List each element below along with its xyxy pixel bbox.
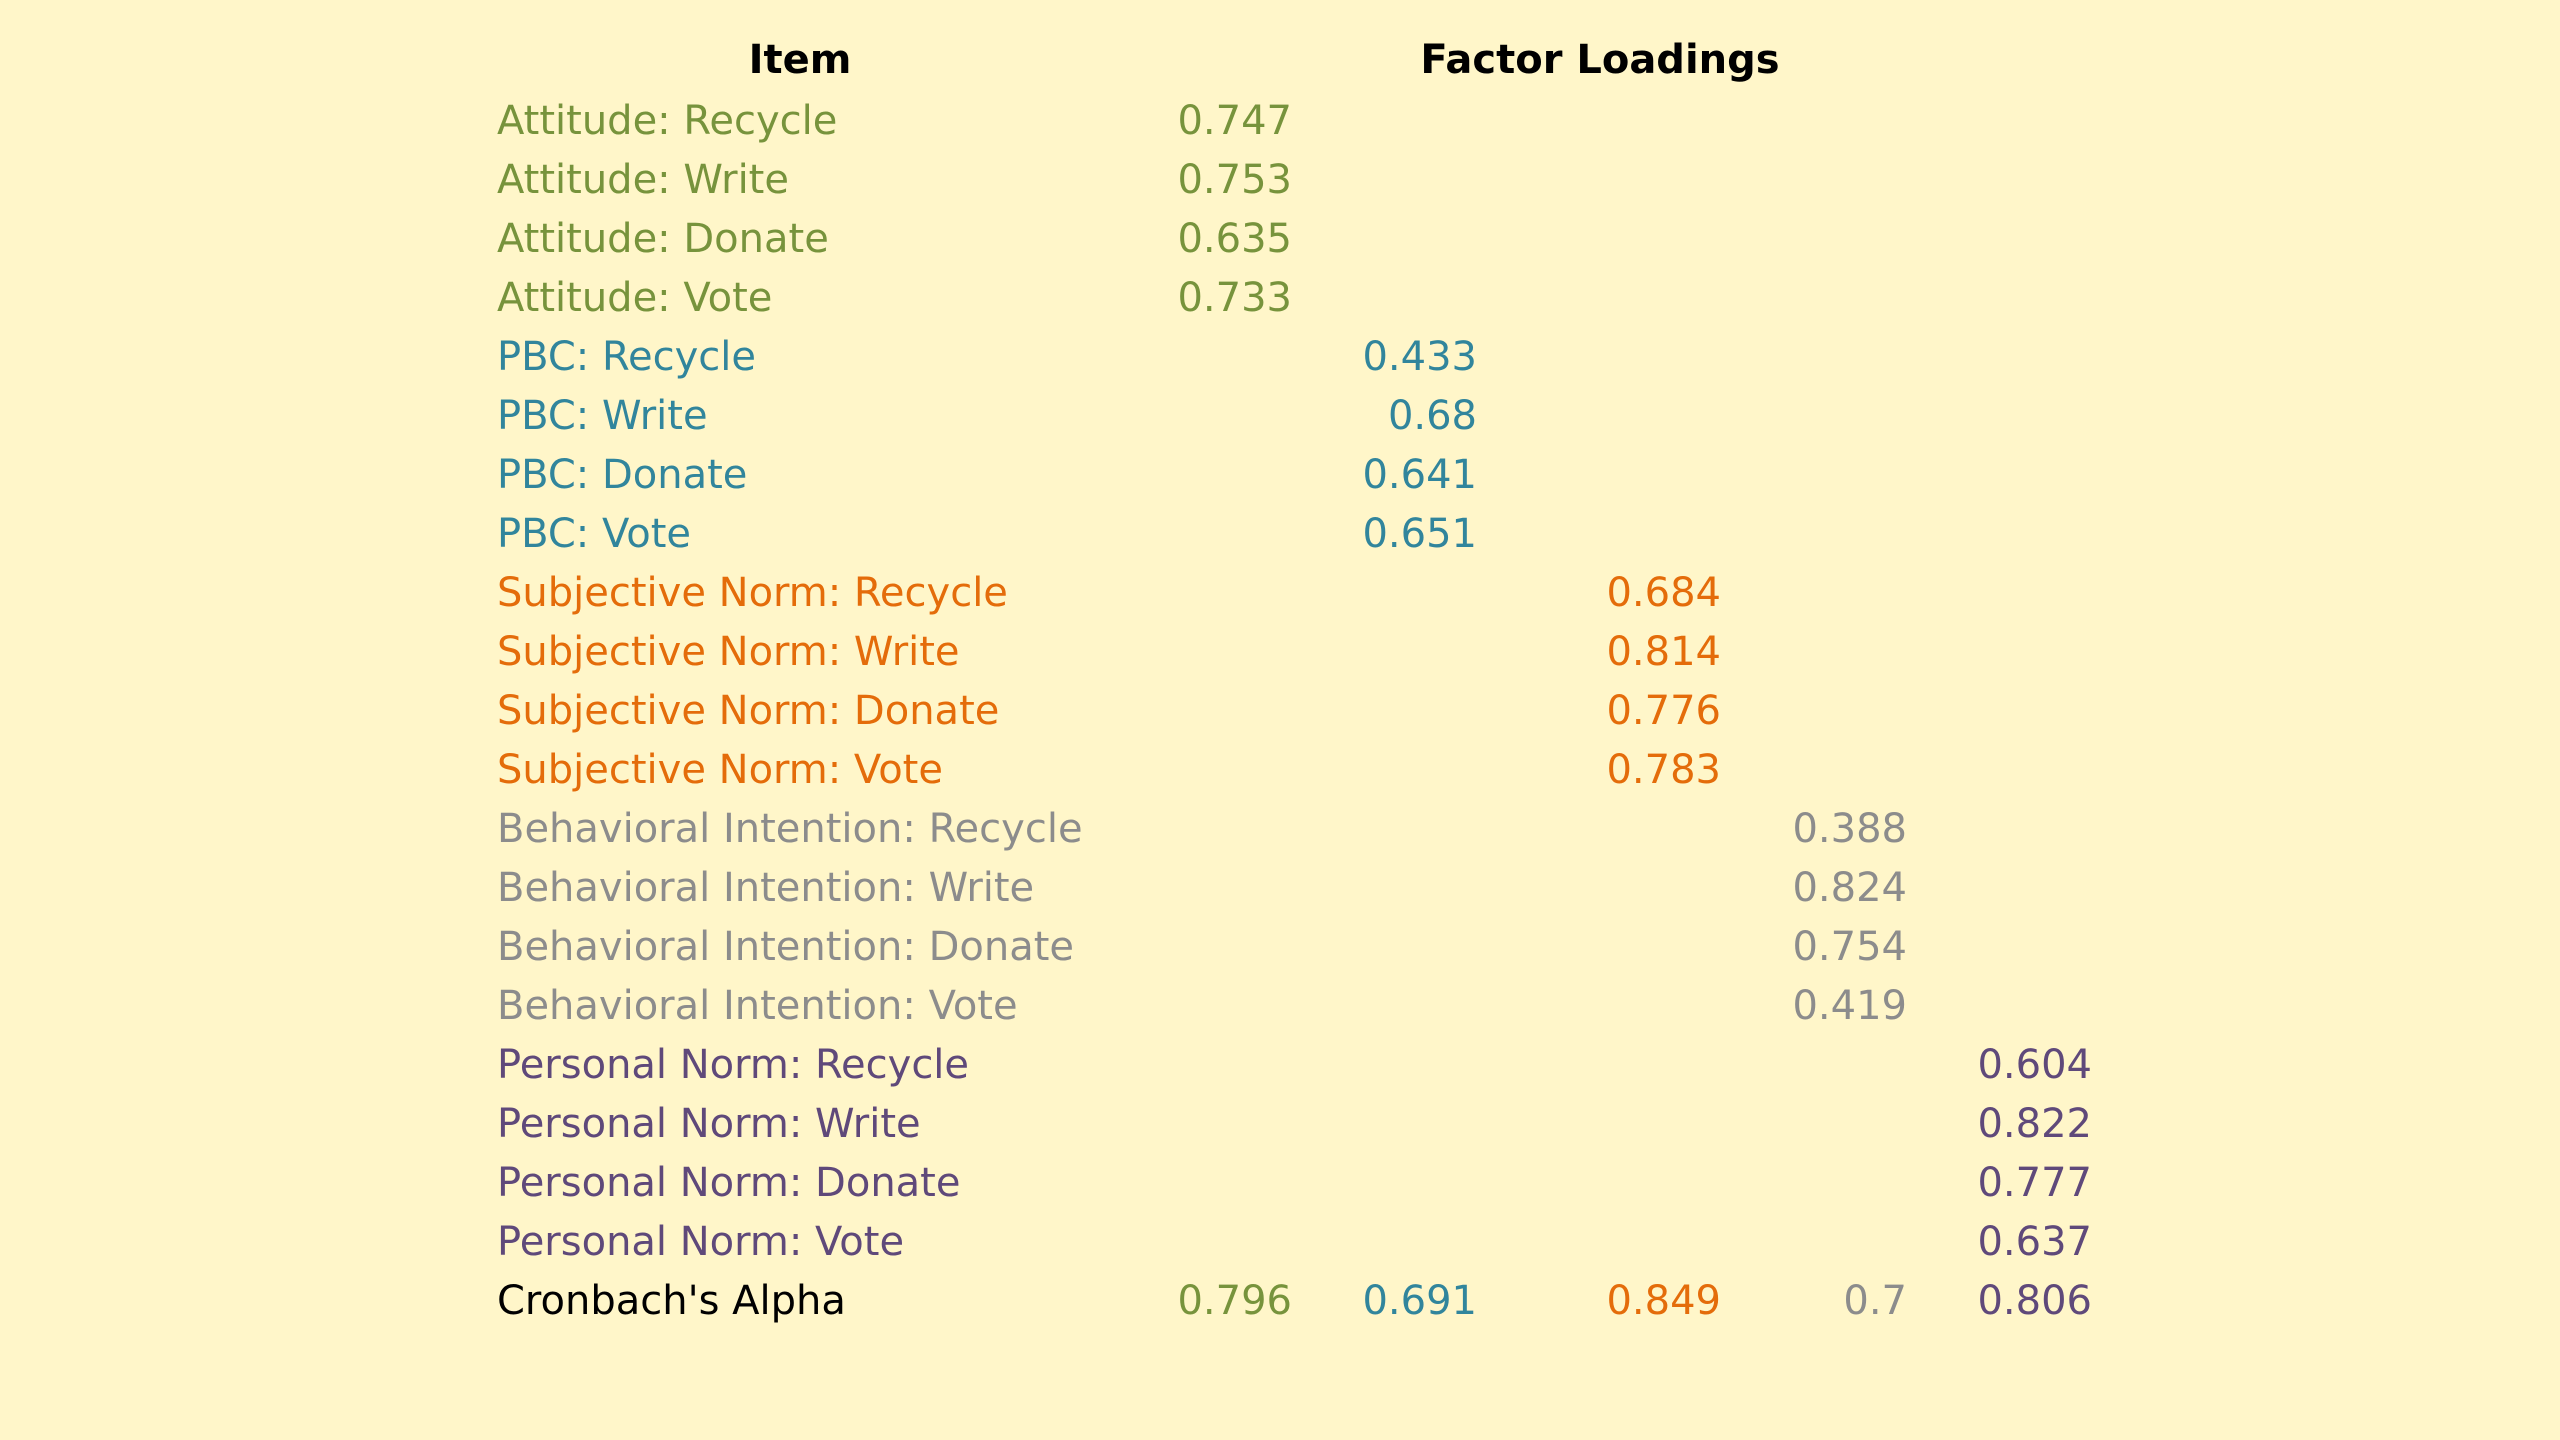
table-row: Behavioral Intention: Vote 0.419 [0,977,2560,1036]
table-row: PBC: Recycle 0.433 [0,328,2560,387]
item-label: Attitude: Vote [497,275,773,321]
alpha-pbc: 0.691 [1362,1278,1477,1324]
loading-pbc: 0.641 [1362,452,1477,498]
alpha-behavioral-intention: 0.7 [1843,1278,1907,1324]
table-row: Personal Norm: Vote 0.637 [0,1213,2560,1272]
loading-behavioral-intention: 0.388 [1792,806,1907,852]
loading-subjective-norm: 0.814 [1606,629,1721,675]
table-row: Behavioral Intention: Recycle 0.388 [0,800,2560,859]
table-row: Subjective Norm: Write 0.814 [0,623,2560,682]
item-label: Attitude: Donate [497,216,829,262]
item-label: Personal Norm: Vote [497,1219,905,1265]
alpha-row: Cronbach's Alpha 0.796 0.691 0.849 0.7 0… [0,1272,2560,1331]
alpha-personal-norm: 0.806 [1977,1278,2092,1324]
table-row: Personal Norm: Recycle 0.604 [0,1036,2560,1095]
item-label: Personal Norm: Donate [497,1160,961,1206]
item-label: PBC: Write [497,393,708,439]
item-label: Subjective Norm: Recycle [497,570,1008,616]
item-label: Attitude: Recycle [497,98,838,144]
loading-subjective-norm: 0.684 [1606,570,1721,616]
item-label: PBC: Donate [497,452,748,498]
table-row: Behavioral Intention: Donate 0.754 [0,918,2560,977]
item-label: Subjective Norm: Donate [497,688,1000,734]
alpha-attitude: 0.796 [1177,1278,1292,1324]
item-label: Attitude: Write [497,157,789,203]
loading-pbc: 0.433 [1362,334,1477,380]
item-label: PBC: Vote [497,511,692,557]
loading-behavioral-intention: 0.824 [1792,865,1907,911]
item-label: Behavioral Intention: Recycle [497,806,1083,852]
loading-pbc: 0.68 [1387,393,1477,439]
loading-behavioral-intention: 0.419 [1792,983,1907,1029]
table-row: PBC: Write 0.68 [0,387,2560,446]
table-row: PBC: Donate 0.641 [0,446,2560,505]
loading-personal-norm: 0.604 [1977,1042,2092,1088]
table-row: Attitude: Vote 0.733 [0,269,2560,328]
item-label: PBC: Recycle [497,334,756,380]
item-label: Behavioral Intention: Vote [497,983,1018,1029]
item-label: Subjective Norm: Vote [497,747,943,793]
alpha-label: Cronbach's Alpha [497,1278,846,1324]
loading-personal-norm: 0.777 [1977,1160,2092,1206]
table-row: Attitude: Donate 0.635 [0,210,2560,269]
item-label: Behavioral Intention: Donate [497,924,1074,970]
item-label: Personal Norm: Recycle [497,1042,970,1088]
item-label: Subjective Norm: Write [497,629,960,675]
table-row: Behavioral Intention: Write 0.824 [0,859,2560,918]
item-label: Behavioral Intention: Write [497,865,1035,911]
loading-pbc: 0.651 [1362,511,1477,557]
item-column-header: Item [748,37,852,83]
loading-attitude: 0.747 [1177,98,1292,144]
loading-behavioral-intention: 0.754 [1792,924,1907,970]
table-row: Personal Norm: Donate 0.777 [0,1154,2560,1213]
factor-loadings-header: Factor Loadings [1420,37,1780,83]
table-row: Attitude: Write 0.753 [0,151,2560,210]
alpha-subjective-norm: 0.849 [1606,1278,1721,1324]
loading-attitude: 0.733 [1177,275,1292,321]
table-row: Subjective Norm: Vote 0.783 [0,741,2560,800]
loading-attitude: 0.753 [1177,157,1292,203]
item-label: Personal Norm: Write [497,1101,921,1147]
table-row: Personal Norm: Write 0.822 [0,1095,2560,1154]
table-row: PBC: Vote 0.651 [0,505,2560,564]
table-row: Subjective Norm: Donate 0.776 [0,682,2560,741]
loading-personal-norm: 0.822 [1977,1101,2092,1147]
loading-attitude: 0.635 [1177,216,1292,262]
loading-subjective-norm: 0.776 [1606,688,1721,734]
table-row: Attitude: Recycle 0.747 [0,92,2560,151]
table-row: Subjective Norm: Recycle 0.684 [0,564,2560,623]
loading-personal-norm: 0.637 [1977,1219,2092,1265]
loading-subjective-norm: 0.783 [1606,747,1721,793]
